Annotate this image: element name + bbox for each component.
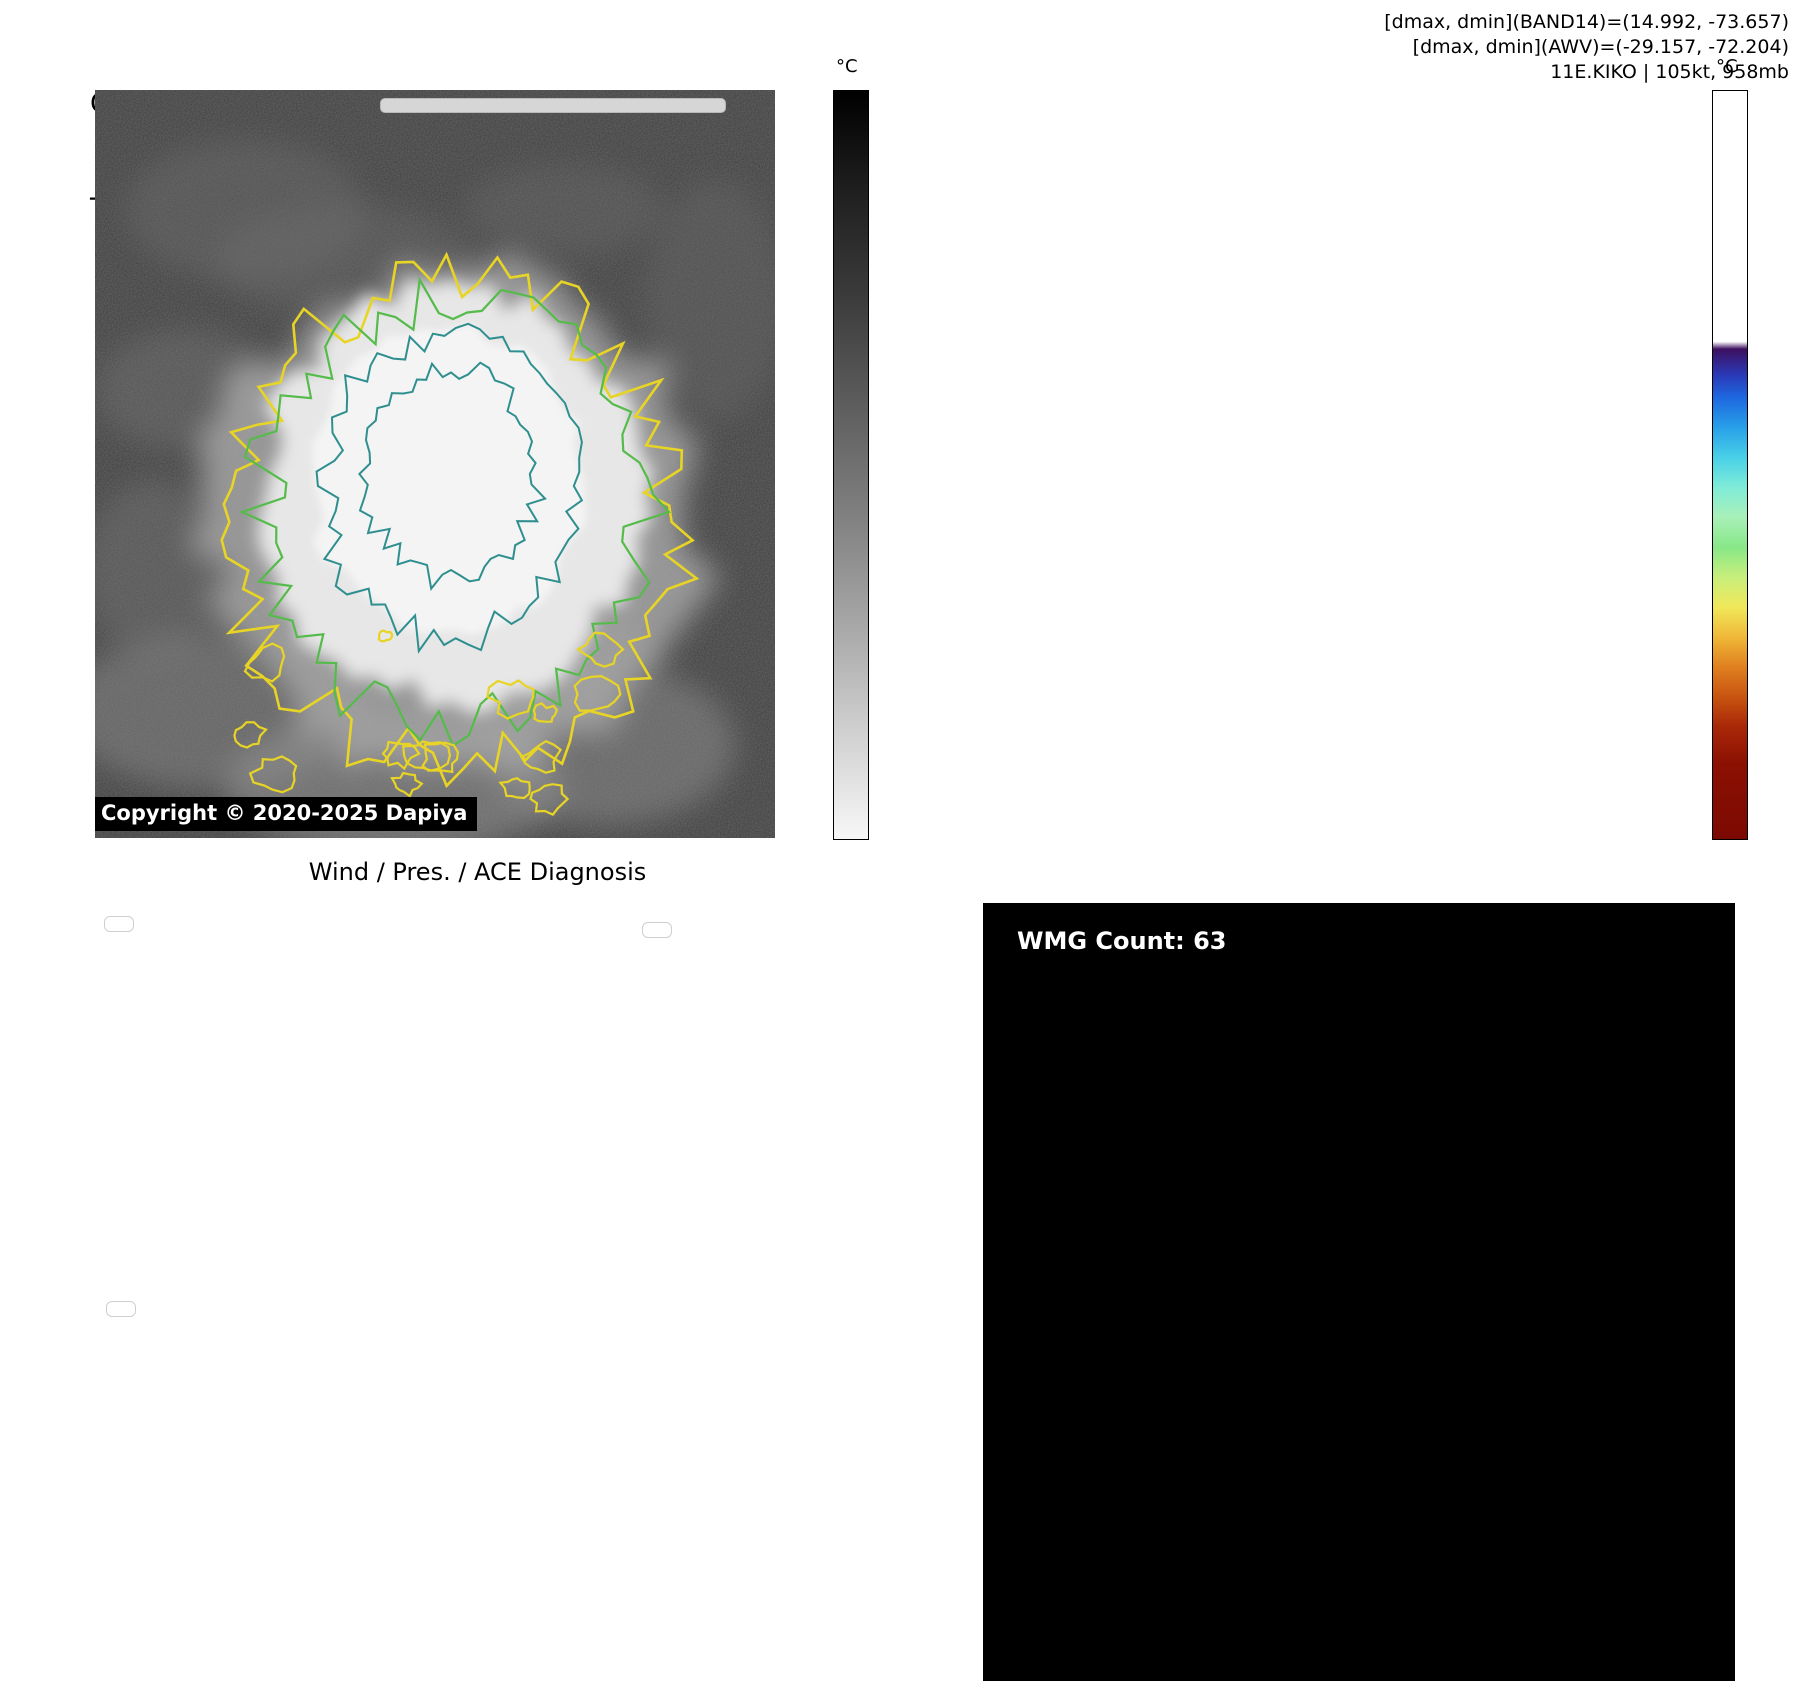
wind-pressure-chart [0, 888, 990, 1292]
map-legend [380, 98, 726, 113]
band14-range: [dmax, dmin](BAND14)=(14.992, -73.657) [1384, 11, 1789, 33]
wmg-pixel-image [985, 905, 1732, 1678]
ace-legend [106, 1301, 136, 1317]
storm-id: 11E.KIKO | 105kt, 958mb [1550, 61, 1789, 83]
copyright-watermark: Copyright © 2020-2025 Dapiya [95, 797, 478, 831]
header-right: [dmax, dmin](BAND14)=(14.992, -73.657) [… [1384, 10, 1789, 85]
ir-colorbar [833, 90, 869, 840]
awv-range: [dmax, dmin](AWV)=(-29.157, -72.204) [1412, 36, 1789, 58]
pressure-legend [642, 922, 672, 938]
diagnosis-title: Wind / Pres. / ACE Diagnosis [308, 858, 647, 886]
awv-colorbar [1712, 90, 1748, 840]
awv-colorbar-unit: °C [1716, 56, 1738, 77]
left-colorbar-unit: °C [836, 56, 858, 77]
wind-legend [104, 916, 134, 932]
ace-chart [0, 1292, 990, 1690]
awv-color-map [960, 90, 1700, 838]
goes18-ir-map [95, 90, 775, 838]
wmg-count-badge: WMG Count: 63 [1003, 921, 1241, 961]
wmg-panel [983, 903, 1735, 1681]
